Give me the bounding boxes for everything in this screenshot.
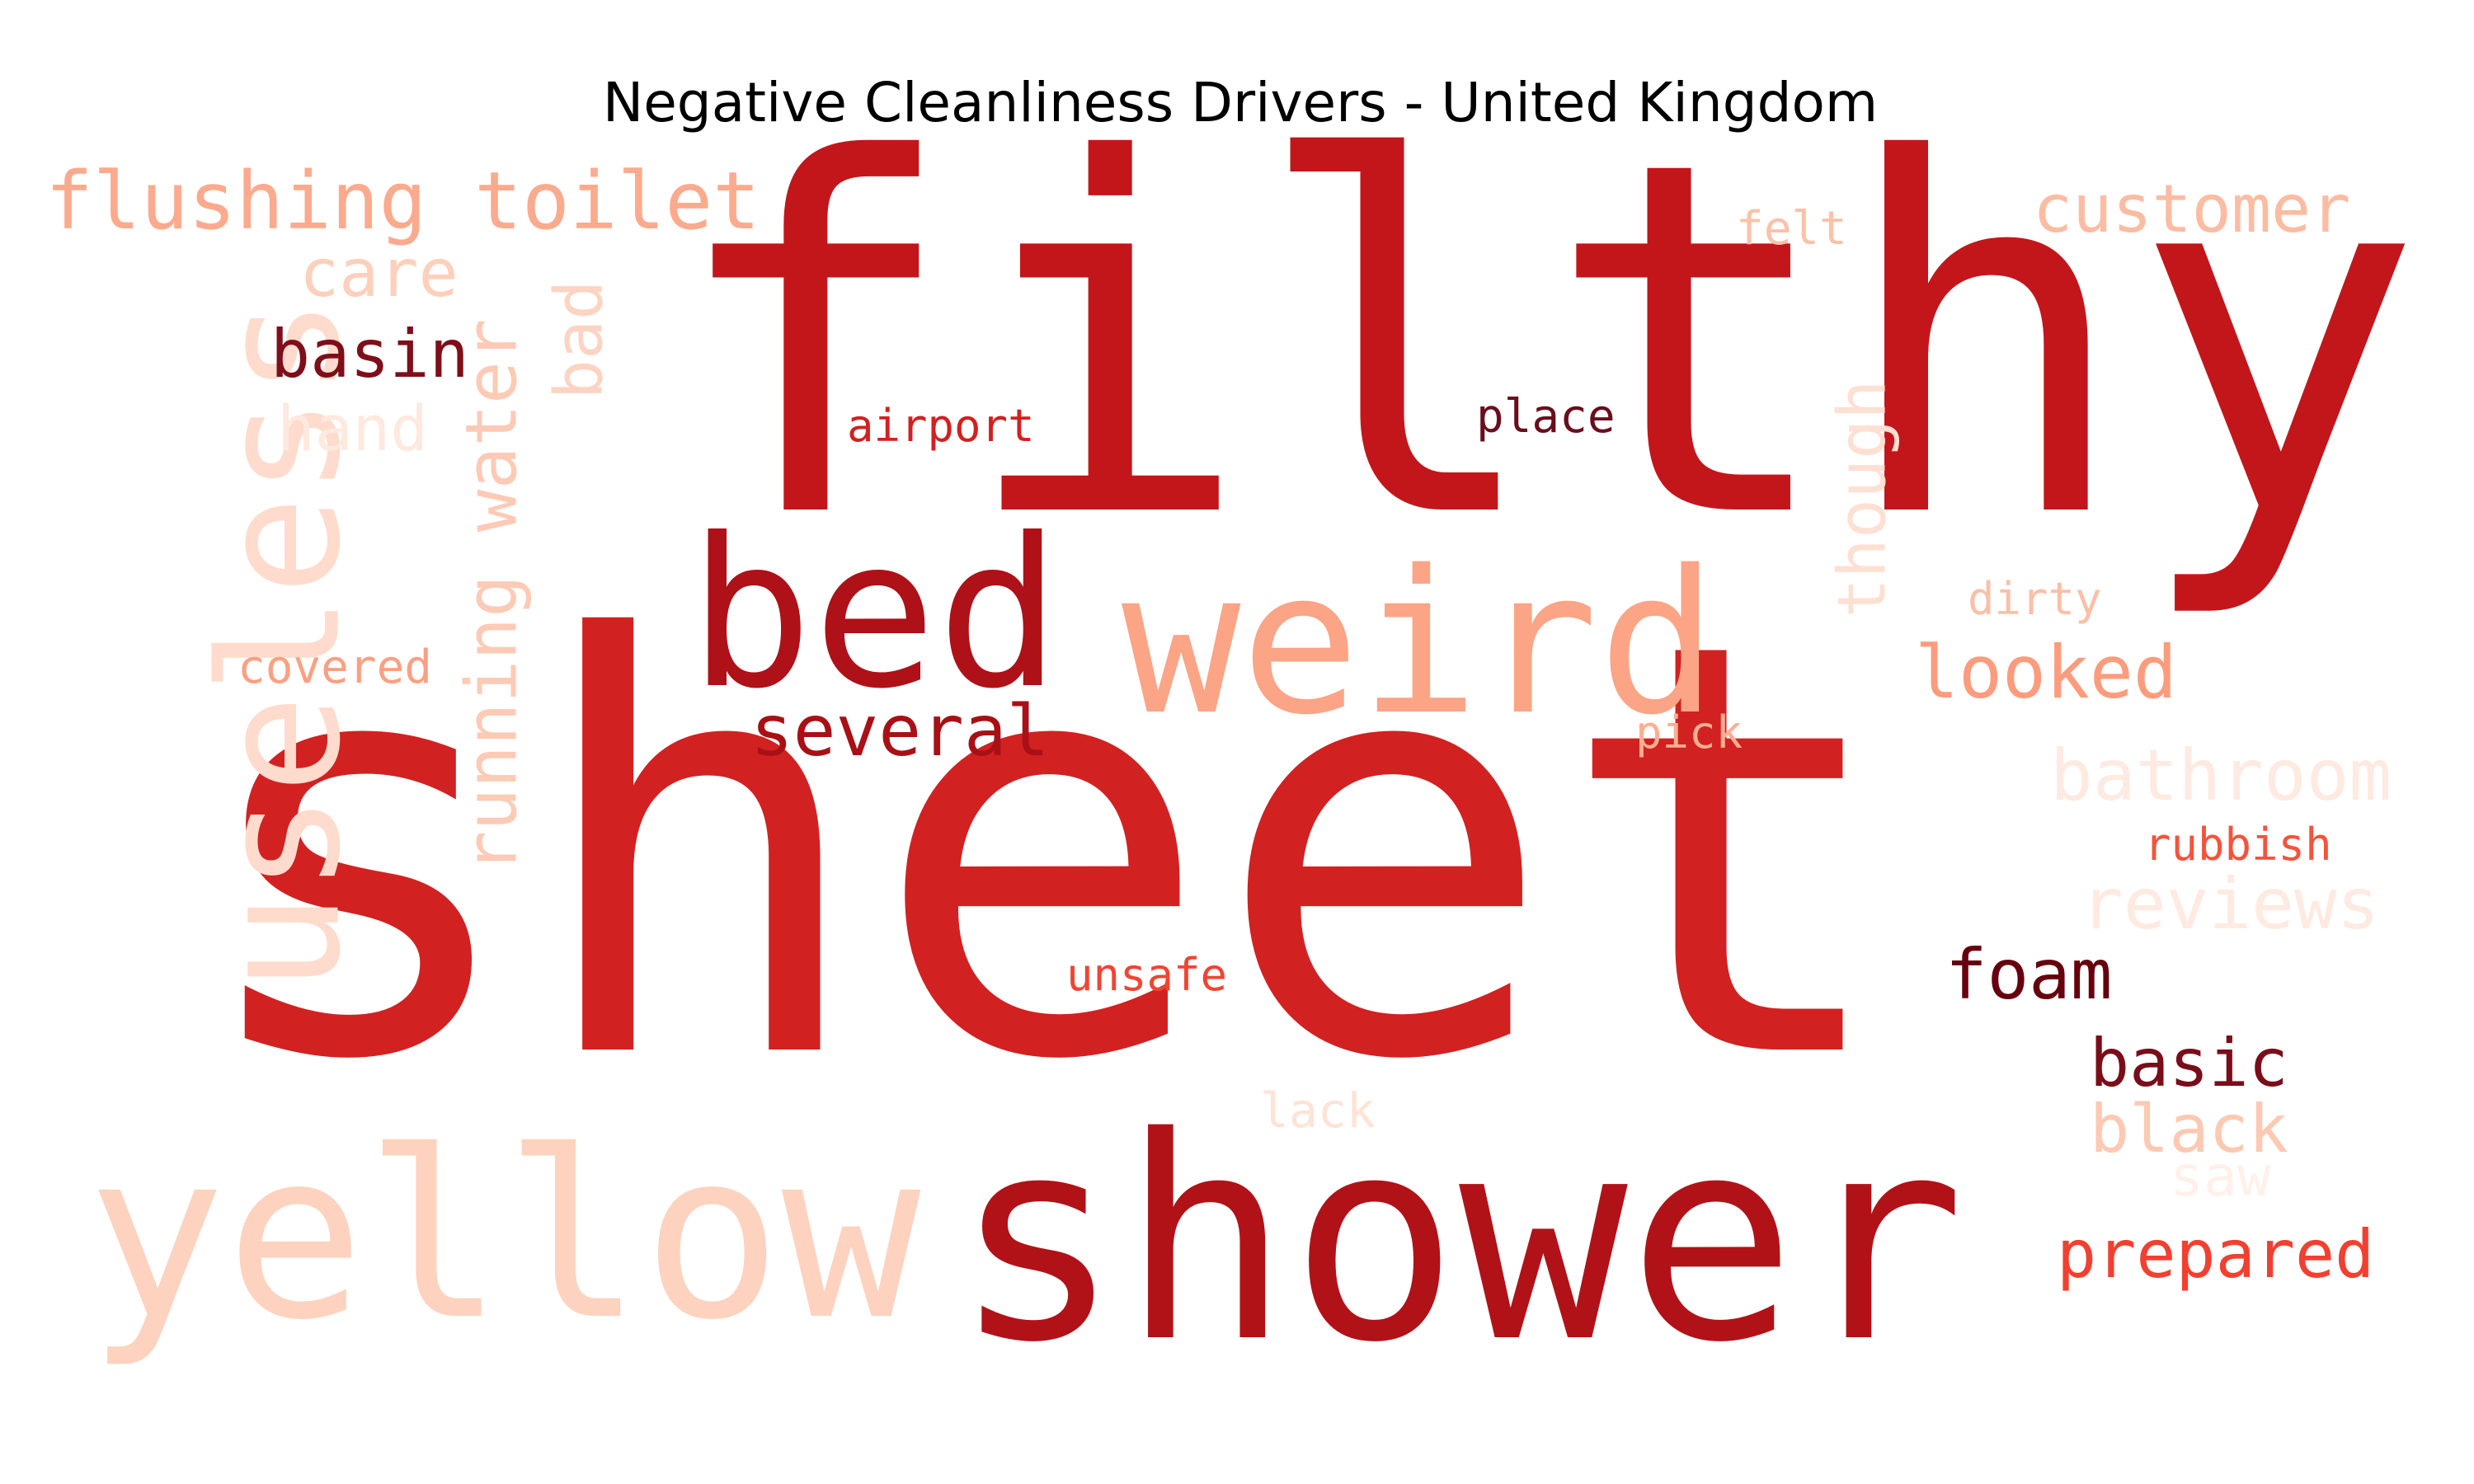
word-rubbish: rubbish <box>2144 819 2332 871</box>
word-black: black <box>2090 1091 2288 1167</box>
word-hand: hand <box>277 392 429 465</box>
word-place: place <box>1476 390 1616 444</box>
word-pick: pick <box>1635 707 1743 758</box>
word-weird: weird <box>1122 528 1718 758</box>
word-covered: covered <box>238 641 433 694</box>
word-bathroom: bathroom <box>2050 735 2392 817</box>
word-unsafe: unsafe <box>1066 949 1228 1001</box>
page-title: Negative Cleanliness Drivers - United Ki… <box>602 71 1879 134</box>
word-customer: customer <box>2033 171 2351 247</box>
word-reviews: reviews <box>2081 863 2380 946</box>
word-basin: basin <box>270 316 469 392</box>
word-foam: foam <box>1945 934 2113 1015</box>
word-care: care <box>299 235 459 312</box>
word-though: though <box>1823 379 1901 618</box>
word-yellow: yellow <box>87 1102 921 1371</box>
word-running-water: running water <box>450 318 534 874</box>
word-basic: basic <box>2090 1025 2288 1101</box>
word-airport: airport <box>847 400 1035 452</box>
word-felt: felt <box>1736 202 1847 256</box>
word-shower: shower <box>952 1078 1966 1404</box>
word-bad: bad <box>540 279 618 400</box>
word-lack: lack <box>1260 1082 1376 1139</box>
word-several: several <box>750 690 1050 773</box>
word-looked: looked <box>1915 630 2177 715</box>
word-filthy: filthy <box>666 59 2425 625</box>
word-prepared: prepared <box>2057 1216 2375 1293</box>
word-flushing-toilet: flushing toilet <box>45 155 760 247</box>
word-sheet: sheet <box>186 522 1899 1184</box>
word-dirty: dirty <box>1968 573 2102 625</box>
word-saw: saw <box>2170 1144 2271 1209</box>
word-bed: bed <box>689 494 1061 734</box>
